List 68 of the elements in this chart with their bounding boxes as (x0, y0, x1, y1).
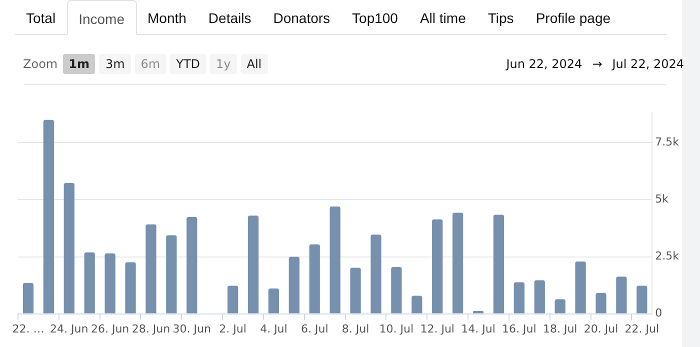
bar (534, 280, 545, 314)
x-tick-label: 20. Jul (584, 322, 618, 336)
x-tick-label: 22. … (12, 322, 44, 336)
bar (412, 296, 422, 314)
x-tick-label: 28. Jun (132, 322, 170, 336)
text: Profile page (534, 9, 612, 28)
text: Jul 22, 2024 (612, 57, 684, 71)
text: Zoom (23, 57, 58, 71)
bar (370, 234, 382, 314)
text: Top100 (351, 9, 399, 28)
bar (432, 219, 443, 314)
x-tick-label: 4. Jul (260, 322, 288, 336)
x-tick-label: 14. Jul (461, 322, 496, 336)
x-tick-label: 2. Jul (219, 322, 246, 336)
y-tick-label: 7.5k (655, 136, 680, 149)
bar (104, 253, 116, 314)
y-tick-label: 2.5k (655, 250, 680, 263)
text: Details (207, 9, 252, 28)
y-tick-label: 0 (655, 306, 662, 320)
bar (43, 120, 54, 314)
x-tick-label: 26. Jun (90, 322, 130, 336)
bar (330, 206, 340, 314)
x-tick-label: 22. Jul (624, 322, 660, 336)
text: Total (25, 9, 57, 28)
bar (514, 282, 524, 314)
bar (64, 183, 74, 314)
text: All time (418, 9, 467, 28)
bar (186, 217, 198, 314)
x-tick-label: 8. Jul (342, 322, 370, 336)
text: Donators (272, 9, 332, 28)
x-tick-label: 18. Jul (542, 322, 578, 336)
bar (452, 212, 464, 314)
bar (350, 268, 361, 314)
text: YTD (170, 54, 206, 74)
x-tick-label: 16. Jul (502, 322, 536, 336)
text: 1m (62, 54, 96, 74)
bar (84, 252, 95, 314)
text: Tips (486, 9, 515, 28)
y-tick-label: 5k (655, 192, 670, 206)
text: 1y (210, 54, 237, 74)
x-tick-label: 6. Jul (300, 322, 328, 336)
x-tick-label: 10. Jul (379, 322, 414, 336)
bar (166, 235, 177, 314)
x-tick-label: 30. Jun (172, 322, 211, 336)
bar (636, 286, 648, 314)
text: 6m (134, 54, 166, 74)
text: Income (66, 0, 136, 35)
bar (248, 216, 259, 314)
bar (596, 293, 606, 314)
bar (146, 224, 156, 314)
x-tick-label: 24. Jun (50, 322, 88, 336)
text: All (240, 54, 268, 74)
text: Jun 22, 2024 (506, 57, 582, 71)
text: 3m (99, 54, 131, 74)
bar (125, 262, 136, 314)
x-tick-label: 12. Jul (420, 322, 454, 336)
text: → (592, 57, 602, 71)
bar (22, 282, 34, 314)
bar (616, 276, 627, 314)
bar (493, 214, 504, 314)
bar (554, 299, 566, 314)
bar (268, 288, 280, 314)
bar (309, 244, 320, 314)
bar (227, 286, 238, 314)
bar (575, 262, 586, 314)
bar (288, 256, 300, 314)
bar (391, 267, 402, 314)
text: Month (146, 9, 188, 28)
